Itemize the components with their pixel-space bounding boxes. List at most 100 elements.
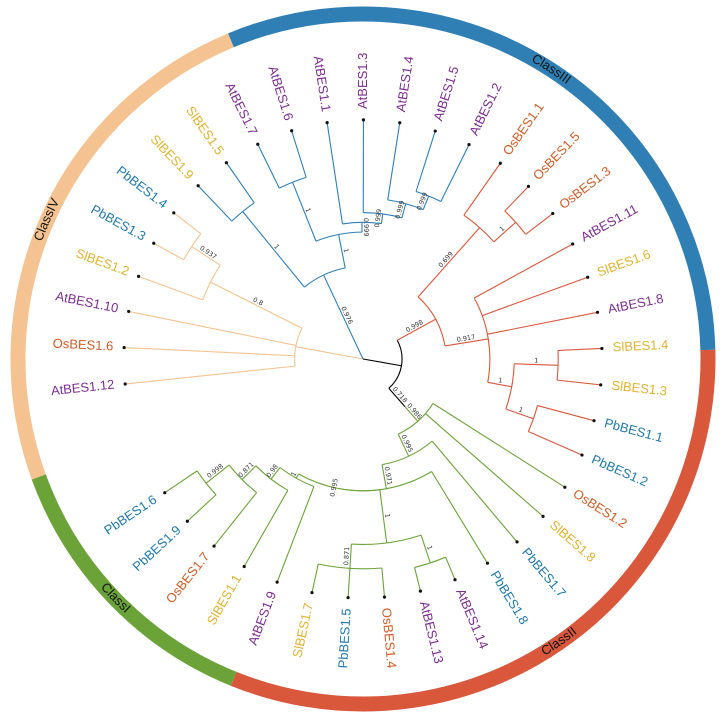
leaf-label-atbes1-12: AtBES1.12: [50, 377, 115, 399]
support-value: 0.999: [362, 218, 370, 237]
tip-dot: [127, 309, 131, 314]
support-value: 1: [303, 207, 312, 214]
branch-slbes1-8: [425, 413, 544, 517]
clade-arc: [363, 212, 403, 219]
internal-branch: [396, 318, 437, 341]
leaf-label-slbes1-5: SlBES1.5: [183, 103, 227, 157]
clade-arc: [279, 467, 315, 488]
tip-dot: [185, 519, 189, 523]
leaf-label-slbes1-1: SlBES1.1: [204, 572, 245, 628]
support-value: 1: [498, 225, 506, 234]
support-value: 0.999: [373, 208, 383, 228]
branch-slbes1-5: [225, 162, 255, 204]
tip-dot: [541, 514, 545, 518]
support-value: 1: [383, 513, 391, 518]
leaf-label-osbes1-3: OsBES1.3: [556, 163, 613, 212]
leaf-label-atbes1-4: AtBES1.4: [393, 55, 416, 113]
internal-branch: [514, 363, 559, 366]
branch-atbes1-11: [473, 243, 573, 299]
tip-dot: [592, 419, 596, 423]
leaf-label-slbes1-4: SlBES1.4: [612, 337, 668, 354]
support-value: 1: [341, 248, 350, 254]
tip-dot: [563, 485, 567, 489]
leaf-label-osbes1-2: OsBES1.2: [571, 486, 630, 531]
tip-dot: [382, 595, 387, 599]
clade-arc: [298, 473, 380, 492]
internal-branch: [487, 381, 512, 388]
internal-branch: [242, 211, 305, 288]
clade-arc: [388, 339, 403, 389]
branch-slbes1-6: [482, 276, 588, 317]
internal-branch: [422, 195, 430, 210]
class-ring: [10, 6, 716, 712]
internal-branch: [505, 408, 534, 420]
branch-pbbes1-3: [153, 242, 184, 261]
tip-dot: [152, 241, 156, 245]
tip-dot: [526, 184, 531, 188]
branch-atbes1-12: [125, 365, 296, 385]
tip-dot: [600, 346, 604, 351]
support-value: 1: [498, 376, 504, 385]
leaf-label-pbbes1-2: PbBES1.2: [589, 452, 650, 490]
leaf-label-atbes1-8: AtBES1.8: [607, 291, 665, 317]
leaf-label-atbes1-13: AtBES1.13: [417, 600, 447, 665]
class-label-classiv: ClassIV: [31, 196, 63, 243]
branch-atbes1-6: [291, 130, 307, 178]
support-value: 0.971: [383, 466, 394, 486]
internal-branch: [205, 464, 230, 484]
branch-pbbes1-2: [528, 431, 583, 456]
tip-dot: [310, 591, 314, 595]
branch-osbes1-2: [432, 403, 566, 488]
tip-dot: [571, 242, 575, 246]
tip-dot: [467, 143, 471, 147]
tree-branches: [124, 119, 602, 598]
support-value: 0.8: [252, 296, 265, 308]
leaf-label-slbes1-3: SlBES1.3: [611, 378, 668, 399]
tip-dot: [137, 274, 141, 278]
tip-dot: [599, 383, 603, 387]
clade-arc: [381, 440, 433, 466]
branch-atbes1-14: [445, 556, 456, 580]
class-arc-classi: [31, 474, 237, 686]
branch-atbes1-9: [276, 486, 315, 583]
internal-branch: [191, 245, 221, 266]
leaf-label-osbes1-1: OsBES1.1: [500, 100, 547, 158]
leaf-label-atbes1-2: AtBES1.2: [466, 81, 504, 138]
class-arc-classii: [230, 349, 716, 712]
leaf-label-pbbes1-1: PbBES1.1: [603, 415, 665, 445]
clade-arc: [505, 363, 515, 410]
leaf-label-osbes1-4: OsBES1.4: [379, 607, 399, 669]
tip-dot: [418, 589, 423, 593]
branch-slbes1-1: [243, 490, 289, 567]
internal-branch: [381, 464, 387, 489]
clade-arc: [417, 296, 446, 346]
branch-atbes1-8: [487, 311, 598, 335]
leaf-label-atbes1-7: AtBES1.7: [222, 80, 260, 137]
internal-branch: [270, 467, 281, 480]
leaf-label-atbes1-14: AtBES1.14: [453, 586, 491, 650]
tip-dot: [224, 161, 228, 165]
leaf-label-slbes1-8: SlBES1.8: [547, 517, 599, 565]
branch-pbbes1-1: [537, 405, 595, 422]
support-value: 0.999: [415, 191, 429, 211]
branch-osbes1-6: [124, 347, 295, 357]
clade-arc: [527, 405, 538, 432]
tip-dot: [586, 275, 590, 279]
branch-pbbes1-6: [164, 470, 198, 494]
support-value: 0.995: [399, 433, 414, 453]
leaf-label-osbes1-7: OsBES1.7: [163, 549, 213, 606]
branch-pbbes1-5: [347, 568, 351, 598]
leaf-label-pbbes1-7: PbBES1.7: [519, 545, 569, 601]
clade-arc: [351, 534, 422, 545]
tip-dot: [433, 129, 437, 133]
tip-dot: [498, 161, 502, 165]
leaf-tips: [122, 118, 604, 600]
branch-atbes1-4: [387, 122, 401, 200]
tip-dot: [515, 540, 519, 544]
leaf-label-pbbes1-4: PbBES1.4: [114, 163, 171, 212]
tip-dot: [595, 310, 600, 314]
leaf-label-atbes1-11: AtBES1.11: [578, 201, 640, 244]
branch-pbbes1-9: [186, 494, 217, 522]
leaf-label-pbbes1-8: PbBES1.8: [488, 568, 532, 627]
